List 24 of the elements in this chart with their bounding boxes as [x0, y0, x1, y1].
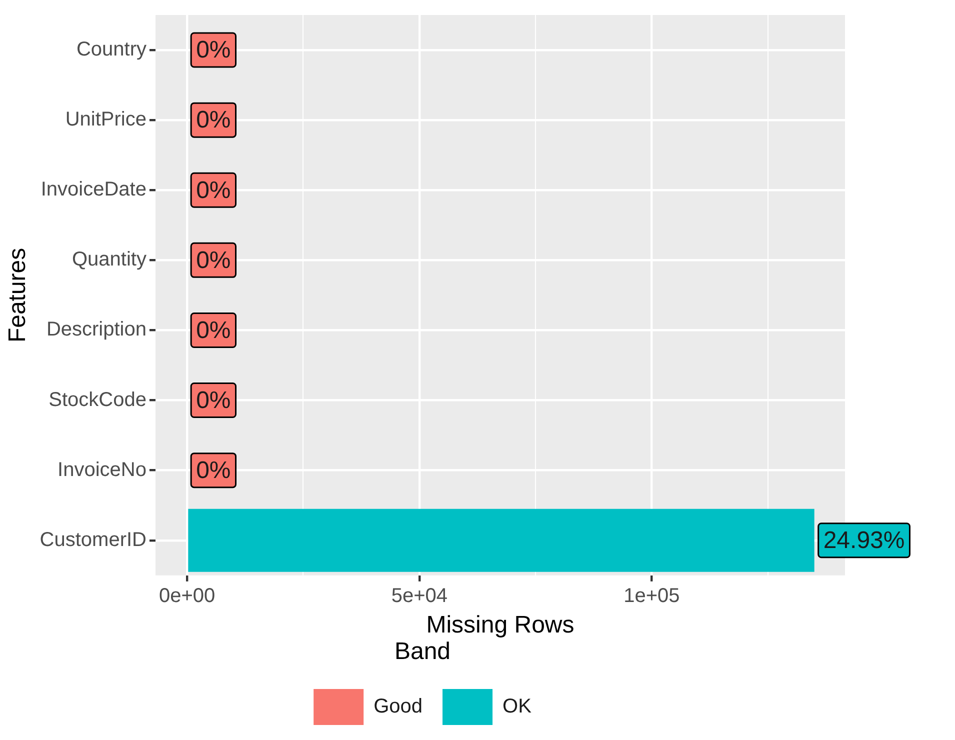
- data-label: 0%: [196, 106, 231, 134]
- annotation: 24.93%: [823, 527, 905, 554]
- legend-title: Band: [394, 638, 451, 665]
- x-tick-label: 0e+00: [159, 584, 216, 607]
- data-label: 0%: [196, 36, 231, 64]
- x-tick-label: 1e+05: [624, 584, 680, 607]
- x-tick-label: 5e+04: [391, 584, 448, 607]
- y-tick-label: StockCode: [48, 388, 146, 411]
- y-tick-label: Quantity: [72, 248, 146, 271]
- y-axis-title: Features: [4, 248, 32, 343]
- data-label: 0%: [196, 316, 231, 344]
- data-label: 0%: [196, 246, 231, 274]
- data-label: 0%: [196, 176, 231, 204]
- y-tick-label: InvoiceNo: [58, 458, 146, 481]
- y-tick-label: Description: [46, 318, 146, 341]
- y-tick-label: UnitPrice: [65, 108, 146, 131]
- data-label: 0%: [196, 456, 231, 484]
- y-tick-label: InvoiceDate: [40, 178, 146, 201]
- legend-label: OK: [502, 696, 532, 718]
- x-axis-title: Missing Rows: [426, 611, 574, 638]
- y-tick-label: CustomerID: [40, 528, 146, 551]
- y-tick-label: Country: [76, 38, 146, 61]
- data-label: 0%: [196, 386, 231, 414]
- legend-label: Good: [374, 696, 423, 718]
